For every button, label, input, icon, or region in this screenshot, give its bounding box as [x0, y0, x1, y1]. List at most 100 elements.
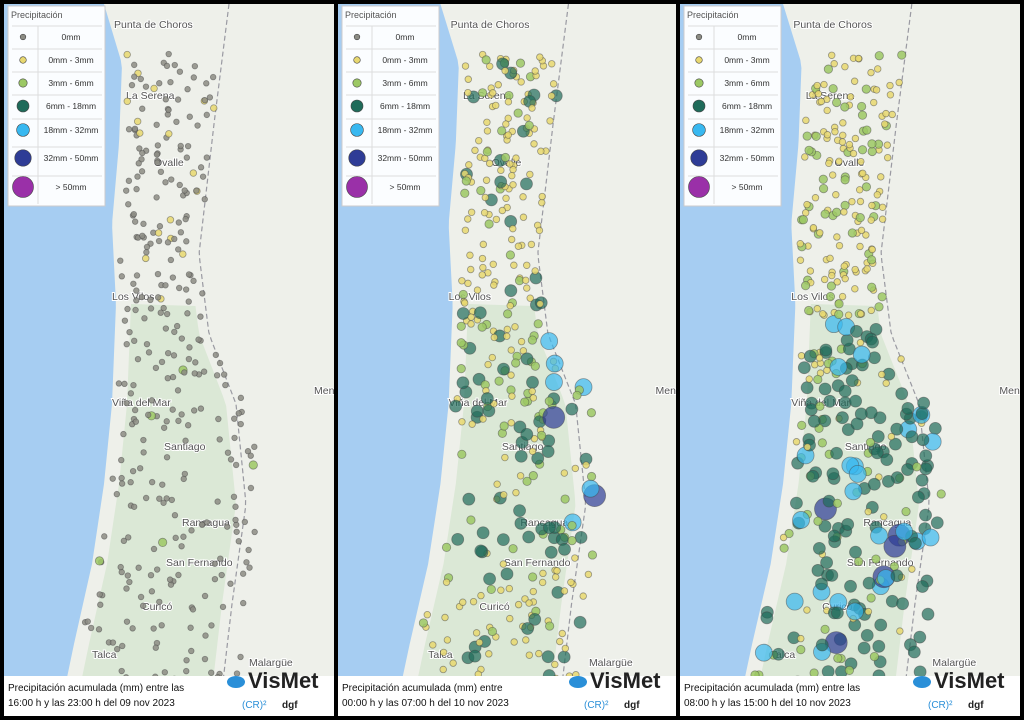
station-marker: [199, 173, 207, 180]
station-marker: [841, 63, 849, 71]
station-marker: [538, 578, 547, 587]
station-marker: [134, 173, 141, 180]
station-marker: [820, 275, 829, 284]
station-marker: [803, 200, 811, 209]
station-marker: [231, 415, 238, 422]
station-marker: [121, 380, 128, 388]
station-marker: [449, 399, 463, 413]
station-marker: [183, 238, 190, 245]
station-marker: [152, 644, 159, 651]
station-marker: [890, 569, 904, 583]
station-marker: [504, 131, 512, 139]
station-marker: [456, 321, 466, 331]
station-marker: [478, 271, 486, 279]
station-marker: [201, 592, 209, 600]
station-marker: [862, 125, 872, 135]
station-marker: [138, 168, 146, 175]
station-marker: [137, 593, 145, 601]
station-marker: [164, 239, 172, 246]
station-marker: [201, 96, 208, 104]
station-marker: [869, 651, 880, 662]
station-marker: [536, 300, 544, 308]
station-marker: [180, 533, 187, 540]
station-marker: [95, 626, 103, 633]
station-marker: [163, 418, 170, 425]
station-marker: [500, 491, 508, 499]
legend-swatch: [12, 176, 34, 198]
station-marker: [501, 67, 509, 75]
station-marker: [538, 198, 546, 207]
station-marker: [162, 325, 170, 332]
station-marker: [171, 328, 178, 336]
station-marker: [504, 98, 513, 106]
station-marker: [502, 120, 510, 128]
station-marker: [536, 53, 544, 61]
station-marker: [558, 629, 566, 638]
station-marker: [237, 394, 245, 402]
station-marker: [867, 306, 875, 315]
station-marker: [907, 645, 921, 659]
logo-partner: (CR)²: [242, 700, 267, 711]
station-marker: [197, 405, 205, 412]
station-marker: [507, 371, 515, 379]
place-label: Mendoza: [314, 385, 334, 397]
station-marker: [212, 351, 220, 359]
station-marker: [474, 544, 488, 558]
station-marker: [133, 117, 142, 126]
station-marker: [571, 554, 579, 562]
station-marker: [246, 564, 253, 571]
station-marker: [156, 598, 163, 606]
station-marker: [867, 282, 877, 292]
station-marker: [217, 555, 224, 562]
station-marker: [835, 241, 844, 250]
station-marker: [245, 546, 252, 554]
station-marker: [851, 134, 860, 143]
station-marker: [840, 262, 848, 270]
station-marker: [870, 526, 888, 545]
station-marker: [560, 494, 570, 504]
station-marker: [486, 584, 496, 595]
station-marker: [134, 355, 142, 363]
station-marker: [171, 61, 178, 69]
station-marker: [528, 572, 538, 582]
place-label: Santiago: [164, 441, 206, 453]
station-marker: [506, 614, 514, 623]
station-marker: [183, 657, 190, 664]
station-marker: [754, 643, 773, 662]
station-marker: [838, 292, 847, 301]
station-marker: [199, 290, 206, 297]
station-marker: [230, 493, 238, 501]
station-marker: [833, 653, 843, 663]
station-marker: [484, 219, 494, 229]
station-marker: [524, 120, 534, 131]
station-marker: [240, 599, 247, 607]
station-marker: [815, 401, 825, 411]
station-marker: [184, 142, 192, 150]
station-marker: [182, 437, 189, 444]
station-marker: [505, 584, 514, 593]
station-marker: [169, 406, 176, 413]
station-marker: [895, 522, 914, 541]
station-marker: [247, 484, 255, 492]
station-marker: [480, 208, 489, 217]
station-marker: [184, 422, 192, 429]
station-marker: [841, 518, 855, 531]
station-marker: [839, 119, 847, 127]
station-marker: [506, 302, 514, 310]
station-marker: [251, 443, 258, 451]
station-marker: [829, 171, 837, 179]
station-marker: [155, 237, 163, 245]
station-marker: [841, 274, 849, 283]
station-marker: [849, 545, 862, 559]
station-marker: [481, 193, 490, 202]
station-marker: [523, 284, 531, 292]
station-marker: [866, 255, 877, 265]
station-marker: [147, 296, 154, 304]
station-marker: [115, 380, 123, 387]
station-marker: [866, 593, 876, 603]
station-marker: [874, 51, 884, 61]
station-marker: [456, 376, 470, 390]
station-marker: [443, 636, 452, 644]
